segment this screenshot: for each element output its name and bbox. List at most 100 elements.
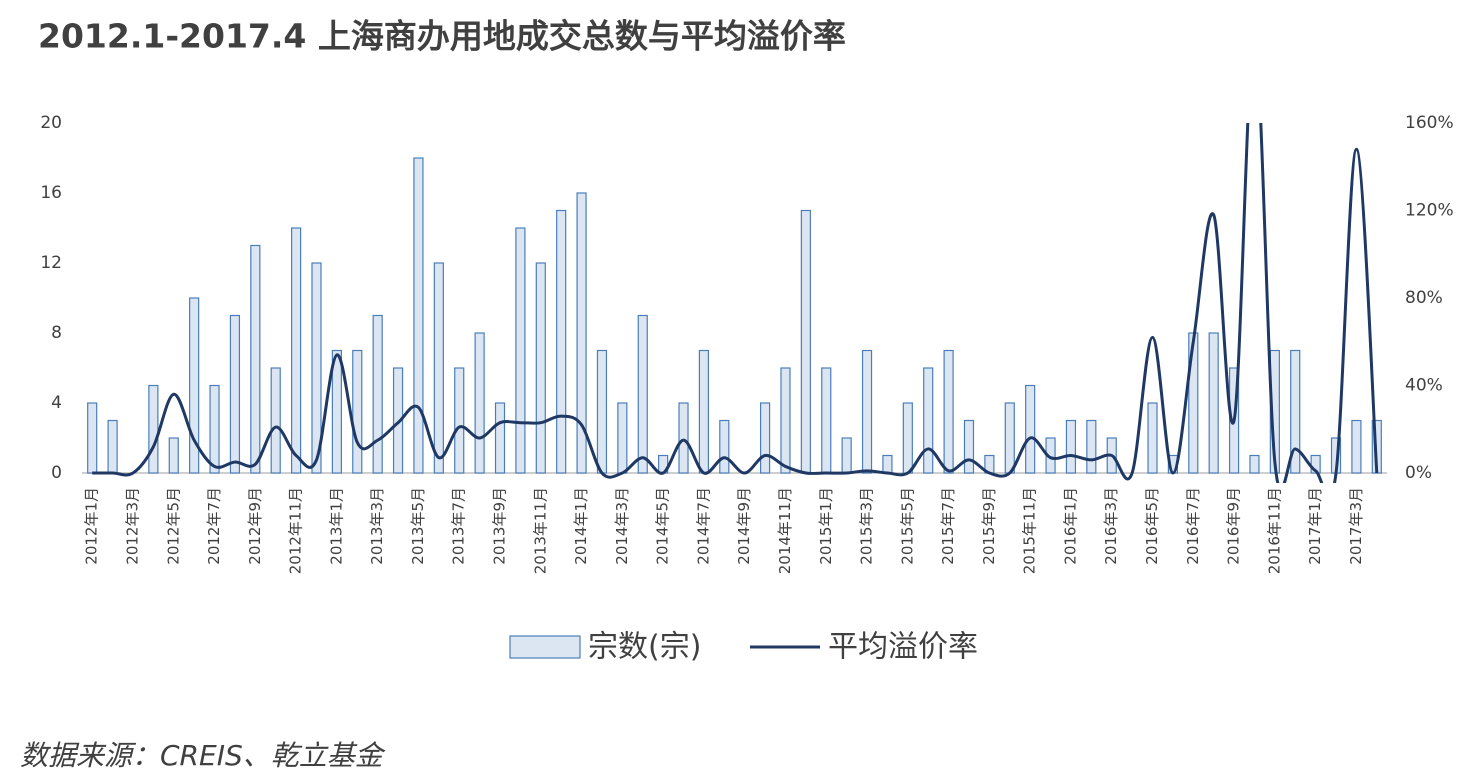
bar bbox=[535, 262, 546, 474]
x-tick-label: 2015年7月 bbox=[939, 487, 957, 565]
bar bbox=[229, 314, 241, 474]
bar bbox=[759, 402, 771, 474]
bar bbox=[515, 227, 526, 474]
bar bbox=[352, 349, 363, 474]
x-tick-label: 2016年7月 bbox=[1184, 487, 1202, 565]
x-tick-label: 2012年11月 bbox=[287, 487, 305, 574]
bar bbox=[433, 262, 444, 474]
bar bbox=[821, 367, 832, 474]
bar bbox=[1086, 419, 1097, 474]
bar bbox=[882, 454, 893, 474]
x-tick-label: 2014年1月 bbox=[572, 487, 590, 565]
bar bbox=[1147, 402, 1158, 474]
bar bbox=[902, 402, 913, 474]
y-tick-label: 12 bbox=[40, 253, 62, 273]
bar bbox=[392, 367, 404, 474]
bar bbox=[556, 209, 567, 474]
legend-label: 平均溢价率 bbox=[828, 630, 978, 665]
bar bbox=[800, 209, 811, 474]
bar bbox=[474, 332, 485, 474]
x-tick-label: 2016年3月 bbox=[1102, 487, 1120, 565]
bar bbox=[168, 437, 179, 474]
bar bbox=[209, 384, 220, 474]
bar bbox=[1025, 384, 1036, 474]
x-tick-label: 2016年11月 bbox=[1265, 487, 1283, 574]
bar bbox=[1208, 332, 1219, 474]
y-tick-label: 16 bbox=[40, 183, 62, 203]
bar bbox=[861, 349, 873, 474]
bar bbox=[413, 157, 424, 474]
bar bbox=[250, 244, 261, 474]
x-tick-label: 2014年3月 bbox=[613, 487, 631, 565]
legend-swatch bbox=[509, 635, 581, 659]
bar bbox=[596, 349, 608, 474]
x-tick-label: 2016年1月 bbox=[1061, 487, 1079, 565]
bar bbox=[698, 349, 710, 474]
y-tick-label: 4 bbox=[51, 393, 62, 413]
x-tick-label: 2014年11月 bbox=[776, 487, 794, 574]
bar bbox=[270, 367, 281, 474]
x-tick-label: 2012年9月 bbox=[246, 487, 264, 565]
bar bbox=[923, 367, 934, 474]
x-tick-label: 2012年1月 bbox=[83, 487, 101, 565]
bar bbox=[963, 419, 975, 474]
x-tick-label: 2012年7月 bbox=[205, 487, 223, 565]
bar bbox=[943, 349, 954, 474]
x-tick-label: 2016年5月 bbox=[1143, 487, 1161, 565]
bar bbox=[372, 314, 383, 474]
x-tick-label: 2015年3月 bbox=[858, 487, 876, 565]
x-tick-label: 2014年9月 bbox=[735, 487, 753, 565]
y2-tick-label: 160% bbox=[1405, 113, 1454, 133]
bar bbox=[87, 402, 98, 474]
x-tick-label: 2013年7月 bbox=[450, 487, 468, 565]
bar bbox=[719, 419, 730, 474]
bar bbox=[454, 367, 465, 474]
bar bbox=[841, 437, 852, 474]
y2-tick-label: 40% bbox=[1405, 376, 1443, 396]
bar bbox=[148, 384, 159, 474]
x-tick-label: 2017年1月 bbox=[1306, 487, 1324, 565]
x-tick-label: 2015年5月 bbox=[898, 487, 916, 565]
bar bbox=[189, 297, 200, 474]
bar bbox=[311, 262, 322, 474]
x-tick-label: 2012年3月 bbox=[123, 487, 141, 565]
y2-tick-label: 120% bbox=[1405, 201, 1454, 221]
bar bbox=[331, 349, 342, 474]
x-tick-label: 2016年9月 bbox=[1225, 487, 1243, 565]
y-tick-label: 8 bbox=[51, 323, 62, 343]
x-tick-label: 2014年5月 bbox=[654, 487, 672, 565]
bar bbox=[1004, 402, 1015, 474]
x-tick-label: 2014年7月 bbox=[694, 487, 712, 565]
y-tick-label: 0 bbox=[51, 463, 62, 483]
bar bbox=[1065, 419, 1077, 474]
bar bbox=[1249, 454, 1260, 474]
legend-label: 宗数(宗) bbox=[588, 630, 701, 665]
bar bbox=[576, 192, 587, 474]
bar bbox=[494, 402, 506, 474]
bar bbox=[780, 367, 791, 474]
bar bbox=[107, 419, 118, 474]
bar bbox=[678, 402, 689, 474]
y2-tick-label: 0% bbox=[1405, 463, 1432, 483]
x-tick-label: 2012年5月 bbox=[164, 487, 182, 565]
line bbox=[92, 123, 1379, 483]
x-tick-label: 2015年1月 bbox=[817, 487, 835, 565]
x-tick-label: 2013年11月 bbox=[531, 487, 549, 574]
x-tick-label: 2013年9月 bbox=[491, 487, 509, 565]
x-tick-label: 2013年5月 bbox=[409, 487, 427, 565]
y-tick-label: 20 bbox=[40, 113, 62, 133]
bar bbox=[617, 402, 628, 474]
x-tick-label: 2015年11月 bbox=[1021, 487, 1039, 574]
x-tick-label: 2017年3月 bbox=[1347, 487, 1365, 565]
x-tick-label: 2013年1月 bbox=[327, 487, 345, 565]
x-tick-label: 2015年9月 bbox=[980, 487, 998, 565]
bar bbox=[1290, 349, 1301, 474]
source-note: 数据来源：CREIS、乾立基金 bbox=[20, 739, 386, 772]
x-tick-label: 2013年3月 bbox=[368, 487, 386, 565]
bar bbox=[291, 227, 302, 474]
y2-tick-label: 80% bbox=[1405, 288, 1443, 308]
chart-title: 2012.1-2017.4 上海商办用地成交总数与平均溢价率 bbox=[38, 17, 846, 56]
bar bbox=[637, 314, 648, 474]
bar bbox=[1351, 419, 1362, 474]
